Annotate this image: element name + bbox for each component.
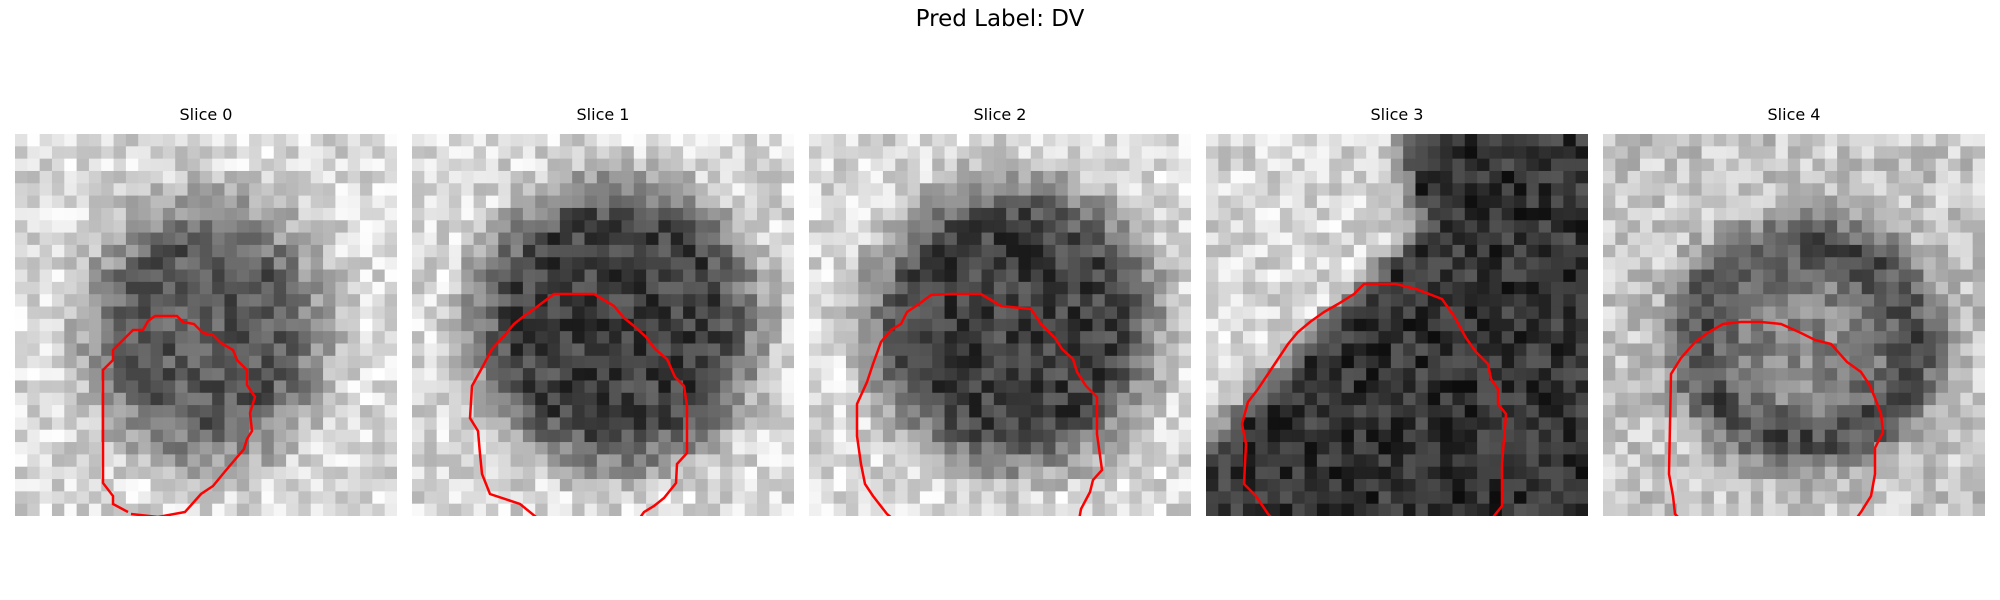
slice-title-2: Slice 2: [973, 105, 1027, 124]
slice-image-4: [1603, 134, 1985, 516]
segmentation-contour: [101, 314, 257, 516]
segmentation-contour: [1667, 320, 1885, 516]
slice-panel-2: Slice 2: [809, 105, 1191, 516]
pixel-grid: [15, 134, 397, 516]
pixel-grid: [1206, 134, 1588, 516]
slice-panel-1: Slice 1: [412, 105, 794, 516]
slice-panel-4: Slice 4: [1603, 105, 1985, 516]
figure-title: Pred Label: DV: [915, 6, 1085, 32]
slice-image-2: [809, 134, 1191, 516]
slice-image-0: [15, 134, 397, 516]
pixel-grid: [1603, 134, 1985, 516]
slice-title-3: Slice 3: [1370, 105, 1424, 124]
slice-image-1: [412, 134, 794, 516]
pixel-grid: [412, 134, 794, 516]
segmentation-contour: [855, 292, 1104, 516]
segmentation-contour: [1240, 282, 1508, 516]
slice-panel-3: Slice 3: [1206, 105, 1588, 516]
slice-title-1: Slice 1: [576, 105, 630, 124]
slice-title-0: Slice 0: [179, 105, 233, 124]
slice-title-4: Slice 4: [1767, 105, 1821, 124]
segmentation-contour: [468, 292, 689, 516]
slice-panel-0: Slice 0: [15, 105, 397, 516]
pixel-grid: [809, 134, 1191, 516]
slice-image-3: [1206, 134, 1588, 516]
